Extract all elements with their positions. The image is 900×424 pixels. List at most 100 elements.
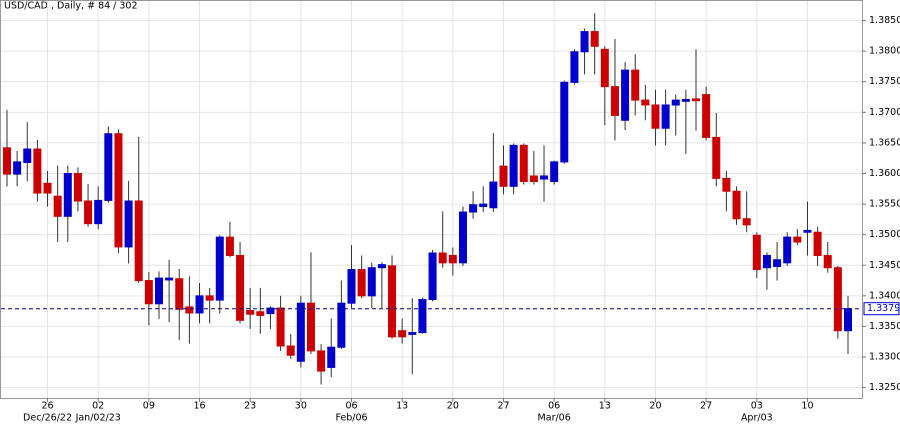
candle-body	[225, 236, 234, 256]
x-tick-label: 26	[41, 401, 53, 412]
candle-body	[479, 203, 488, 208]
chart-title: USD/CAD , Daily, # 84 / 302	[4, 1, 138, 12]
candle-body	[438, 252, 447, 264]
candle-body	[844, 308, 852, 332]
candle-body	[124, 200, 133, 248]
candle-body	[813, 231, 822, 256]
x-tick-label: 30	[295, 401, 307, 412]
x-tick-label: 02	[92, 401, 104, 412]
candle-body	[266, 307, 275, 315]
x-tick-label: 23	[244, 401, 256, 412]
y-tick-label: 1.3350	[869, 321, 900, 332]
y-tick-label: 1.3500	[869, 229, 900, 240]
candle-body	[651, 104, 660, 129]
candle-body	[499, 165, 508, 187]
candle-body	[205, 295, 214, 301]
x-tick-label: 09	[143, 401, 155, 412]
y-tick-label: 1.3400	[869, 290, 900, 301]
candle-body	[793, 236, 802, 243]
candle-body	[448, 254, 457, 264]
candle-body	[803, 229, 812, 233]
candle-body	[621, 69, 630, 121]
x-tick-label: 03	[751, 401, 763, 412]
y-tick-label: 1.3750	[869, 76, 900, 87]
candle-body	[509, 144, 518, 187]
candle-body	[13, 161, 22, 175]
x-tick-label: 10	[801, 401, 813, 412]
candle-body	[529, 175, 538, 182]
candle-body	[732, 190, 741, 220]
candle-body	[610, 86, 619, 116]
candle-body	[681, 98, 690, 102]
candle-body	[33, 148, 42, 194]
candle-body	[702, 94, 711, 138]
candle-body	[236, 254, 245, 321]
candle-body	[165, 277, 174, 281]
candle-body	[783, 236, 792, 264]
candle-body	[519, 144, 528, 182]
candle-body	[641, 99, 650, 106]
candle-body	[114, 133, 123, 248]
candle-body	[631, 69, 640, 101]
candle-body	[377, 264, 386, 269]
x-tick-label: 27	[700, 401, 712, 412]
candle-body	[823, 254, 832, 269]
candle-body	[43, 182, 52, 194]
candle-body	[388, 265, 397, 338]
y-tick-label: 1.3250	[869, 382, 900, 393]
candle-body	[327, 346, 336, 368]
y-tick-label: 1.3800	[869, 46, 900, 57]
last-price-box	[863, 302, 900, 316]
y-tick-label: 1.3450	[869, 260, 900, 271]
candle-body	[752, 234, 761, 271]
candle-body	[671, 99, 680, 106]
candle-body	[357, 269, 366, 297]
x-tick-label: 13	[599, 401, 611, 412]
candle-body	[246, 310, 255, 315]
last-price-label: 1.3379	[867, 303, 900, 314]
candle-body	[23, 148, 32, 163]
x-tick-label: Apr/03	[741, 413, 773, 424]
candle-body	[712, 136, 721, 179]
candle-body	[175, 278, 184, 310]
candle-body	[286, 345, 295, 356]
candle-body	[580, 31, 589, 53]
y-tick-label: 1.3550	[869, 199, 900, 210]
candle-body	[63, 173, 72, 217]
x-tick-label: Feb/06	[335, 413, 367, 424]
y-tick-label: 1.3700	[869, 107, 900, 118]
candle-body	[560, 81, 569, 163]
candle-body	[185, 306, 194, 314]
candle-body	[661, 104, 670, 129]
candle-body	[773, 259, 782, 267]
candle-body	[408, 332, 417, 335]
candle-body	[742, 218, 751, 226]
candle-body	[296, 302, 305, 362]
x-tick-label: Jan/02/23	[75, 413, 121, 424]
candle-body	[53, 195, 62, 217]
candle-body	[104, 133, 113, 201]
candle-body	[84, 200, 93, 225]
candle-body	[570, 51, 579, 83]
candle-body	[367, 267, 376, 297]
candle-body	[469, 204, 478, 213]
candle-body	[540, 175, 549, 180]
candle-body	[458, 211, 467, 264]
candle-body	[600, 48, 609, 88]
plot-frame	[0, 0, 863, 399]
x-tick-label: 20	[447, 401, 459, 412]
candle-body	[337, 302, 346, 348]
candle-body	[154, 277, 163, 305]
candle-body	[762, 254, 771, 269]
candle-body	[73, 173, 82, 202]
candle-body	[418, 299, 427, 334]
x-tick-label: 06	[548, 401, 560, 412]
x-tick-label: 13	[396, 401, 408, 412]
y-tick-label: 1.3300	[869, 352, 900, 363]
candle-body	[347, 269, 356, 304]
candle-body	[398, 330, 407, 338]
candle-body	[590, 31, 599, 47]
candle-body	[134, 200, 143, 282]
x-tick-label: Dec/26/22	[23, 413, 72, 424]
